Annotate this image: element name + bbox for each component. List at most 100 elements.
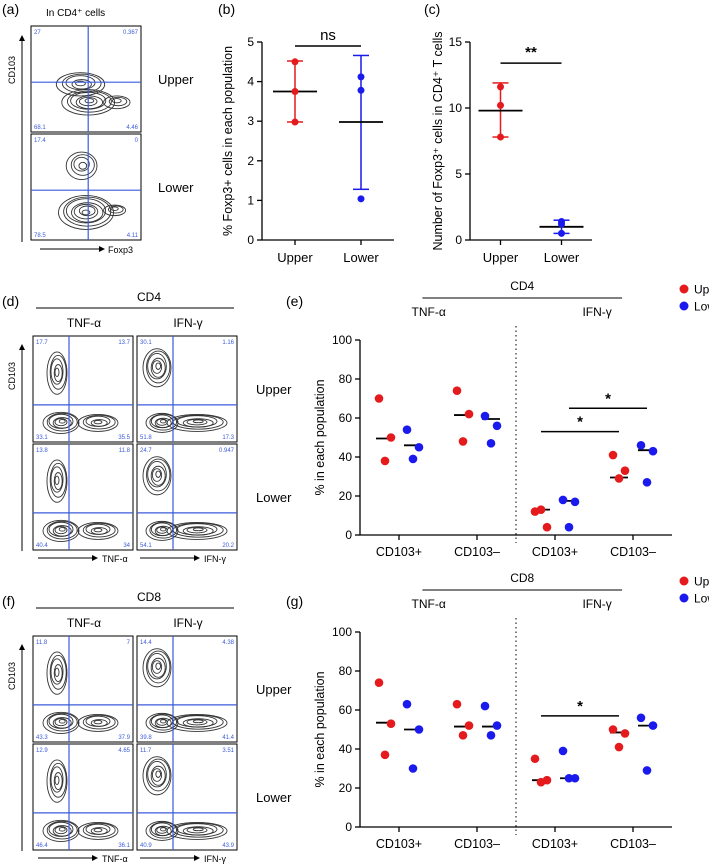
panel-f-plot-upper-0-contour [49,654,67,690]
panel-d-header: CD4 [137,290,161,304]
panel-f-y-label: CD103 [7,662,17,690]
panel-f-plot-upper-0-contour [50,658,64,685]
panel-f-plot-lower-1-quadrant-bl: 40.9 [140,843,152,849]
chart-e-y-label: % in each population [313,379,327,495]
panel-d-plot-upper-1-contour [192,419,204,424]
chart-g-point-lower [636,713,646,723]
panel-f-plot-upper-0-quadrant-tr: 7 [127,640,131,646]
panel-a-row-label-lower: Lower [158,180,194,195]
panel-f-plot-upper-1-contour [147,653,167,680]
panel-d-x-arrow-1-head [194,555,200,561]
panel-f-row-label-lower: Lower [256,790,292,805]
chart-c-y-label: Number of Foxp3⁺ cells in CD4⁺ T cells [431,31,445,250]
chart-e-point-upper [374,394,384,403]
panel-label-g: (g) [286,593,303,609]
panel-f-plot-lower-1-contour [149,821,177,839]
chart-g-group-label-1: IFN-γ [582,597,611,611]
panel-d-plot-upper-0-contour [46,351,68,395]
chart-e-x-tick-label: CD103+ [376,545,422,559]
panel-d-plot-upper-1-contour [166,413,228,432]
panel-a-plot-upper-quadrant-bl: 68.1 [34,125,46,131]
panel-a-plot-upper-contour [55,72,106,97]
panel-d-plot-lower-0-contour [77,521,119,540]
panel-d-plot-upper-1-quadrant-bl: 51.8 [140,435,152,441]
panel-f-plot-lower-1: 11.7 3.51 40.9 43.9 [136,743,238,851]
chart-g-point-lower [480,701,490,711]
chart-c-y-tick-label: 5 [455,167,462,181]
chart-e-point-upper [614,474,624,483]
chart-g-point-lower [492,721,502,730]
chart-e-point-lower [570,497,580,507]
chart-g-y-tick-label: 40 [339,742,353,756]
chart-g-x-tick-label: CD103– [610,837,656,851]
panel-d-plot-lower-1-contour [151,468,163,482]
panel-a-plot-lower-quadrant-tr: 0 [135,138,139,144]
chart-e-group-label-1: IFN-γ [582,305,611,319]
panel-f-header: CD8 [137,590,161,604]
panel-f-plot-lower-1-contour [182,826,214,836]
panel-a-plot-lower-contour [71,202,104,223]
panel-f-plot-lower-1-frame [136,743,238,851]
chart-e-point-upper [536,505,546,514]
chart-c-x-tick-label: Upper [483,250,519,265]
panel-f-row-label-upper: Upper [256,682,292,697]
chart-g-group-label-0: TNF-α [412,597,446,611]
chart-e-legend-label-upper: Upper [694,283,709,297]
chart-b-y-tick-label: 4 [247,75,254,89]
chart-c-point-upper [497,133,504,141]
panel-f-plot-lower-0-contour [53,772,63,791]
panel-f-plot-upper-0: 11.8 7 43.3 37.9 [32,635,134,743]
chart-e-point-lower [414,442,424,452]
panel-a-plot-lower-contour [73,203,99,220]
chart-g-point-upper [608,725,618,734]
panel-d-plot-upper-1-contour [186,418,208,426]
panel-d-plot-lower-1-contour [146,458,171,492]
panel-d-plot-upper-0-contour [42,411,80,434]
chart-e-point-lower [558,495,568,505]
panel-f-column-0: TNF-α [67,616,101,630]
panel-d-plot-lower-0: 13.8 11.8 40.4 34 [32,443,134,551]
chart-g-point-lower [558,746,568,756]
panel-f-plot-lower-0-contour [46,759,68,803]
chart-e-x-tick-label: CD103– [454,545,500,559]
chart-g-y-tick-label: 20 [339,781,353,795]
panel-a-row-label-upper: Upper [158,72,194,87]
chart-e-legend-label-lower: Lower [694,300,709,314]
panel-f-plot-lower-0-contour [50,766,64,793]
panel-f-plot-lower-1-contour [146,758,171,792]
panel-d-x-arrow-0-head [92,555,98,561]
chart-e-y-tick-label: 20 [339,489,353,503]
panel-a-x-label: Foxp3 [108,245,133,255]
chart-e-point-lower [486,439,496,448]
panel-d-plot-upper-1-contour [142,348,172,388]
chart-c-y-tick-label: 10 [449,101,463,115]
panel-d-plot-lower-0-frame [32,443,134,551]
panel-f-plot-lower-0-contour [82,822,116,838]
panel-d-plot-lower-0-contour [46,520,78,540]
panel-d-plot-lower-1-contour [182,526,214,536]
panel-f-plot-upper-0-quadrant-bl: 43.3 [36,735,48,741]
panel-f-plot-lower-1-contour [166,821,228,840]
chart-e-point-lower [408,454,418,464]
chart-b-y-tick-label: 5 [247,35,254,49]
chart-g-point-lower [648,721,658,730]
panel-f-plot-upper-1-contour [192,719,204,724]
chart-c-point-lower [558,229,565,237]
chart-e-y-tick-label: 60 [339,411,353,425]
chart-e-y-tick-label: 80 [339,372,353,386]
panel-f-x-arrow-0-head [92,855,98,861]
panel-f-plot-lower-0-contour [54,775,60,785]
panel-f-x-label-1: IFN-γ [204,854,226,864]
chart-g-point-lower [414,725,424,734]
panel-label-d: (d) [2,293,19,309]
chart-e-point-lower [648,446,658,456]
panel-f-plot-upper-1-contour [182,718,214,728]
panel-d-plot-lower-1-quadrant-bl: 54.1 [140,543,152,549]
panel-f-plot-upper-0-contour [54,667,60,677]
panel-f-plot-upper-1: 14.4 4.38 39.8 41.4 [136,635,238,743]
panel-d-plot-upper-0-quadrant-bl: 33.1 [36,435,48,441]
chart-e-point-upper [386,433,396,442]
panel-a-plot-lower-contour [110,206,119,211]
panel-d-row-label-lower: Lower [256,490,292,505]
panel-f-plot-lower-0-contour [49,762,67,798]
